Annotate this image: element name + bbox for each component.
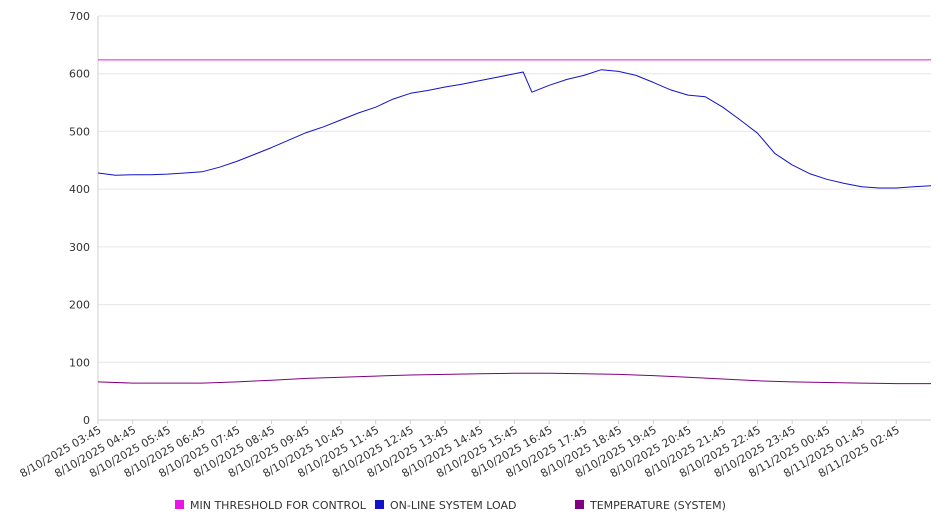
legend-swatch	[575, 500, 584, 509]
y-tick-label: 700	[69, 10, 90, 23]
y-tick-label: 500	[69, 125, 90, 138]
series-line-1	[97, 69, 932, 189]
legend-swatch	[375, 500, 384, 509]
x-axis: 8/10/2025 03:458/10/2025 04:458/10/2025 …	[18, 419, 931, 480]
legend-swatch	[175, 500, 184, 509]
y-tick-label: 100	[69, 356, 90, 369]
series-line-2	[97, 372, 931, 385]
legend-label: ON-LINE SYSTEM LOAD	[390, 499, 516, 512]
y-tick-label: 400	[69, 183, 90, 196]
series-lines	[97, 59, 932, 385]
y-tick-label: 200	[69, 299, 90, 312]
gridlines	[98, 15, 931, 363]
y-tick-label: 0	[83, 414, 90, 427]
legend: MIN THRESHOLD FOR CONTROL ON-LINE SYSTEM …	[175, 499, 726, 512]
y-tick-label: 300	[69, 241, 90, 254]
y-axis: 0 100 200 300 400 500 600 700	[69, 10, 99, 427]
legend-label: TEMPERATURE (SYSTEM)	[589, 499, 726, 512]
legend-label: MIN THRESHOLD FOR CONTROL	[190, 499, 367, 512]
y-tick-label: 600	[69, 68, 90, 81]
